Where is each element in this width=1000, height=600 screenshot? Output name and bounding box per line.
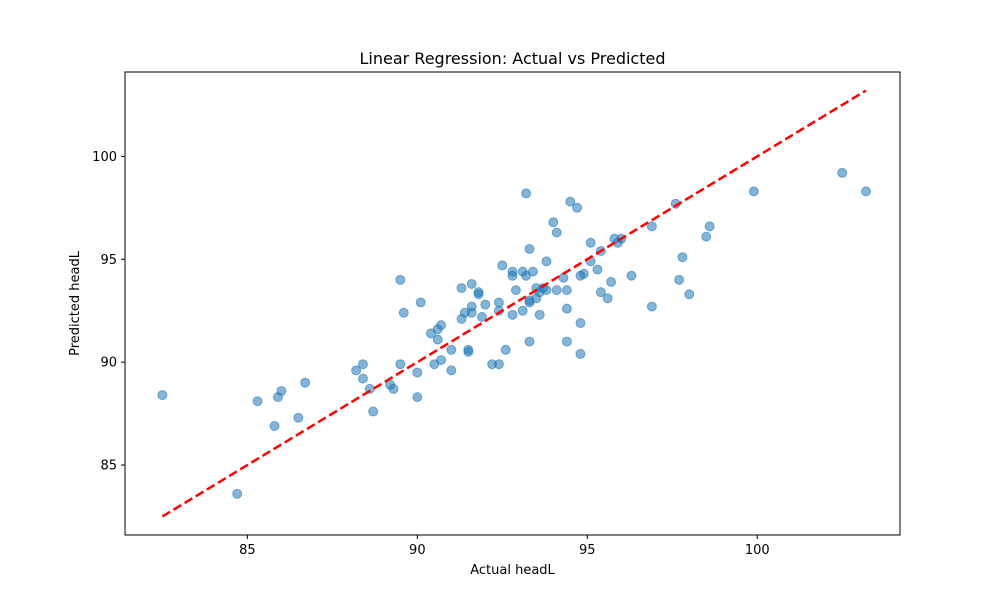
- data-point: [395, 274, 406, 285]
- data-point: [534, 309, 545, 320]
- data-point: [446, 344, 457, 355]
- plot-area: [157, 89, 872, 518]
- x-axis-label: Actual headL: [470, 563, 555, 578]
- data-point: [252, 396, 263, 407]
- data-point: [473, 287, 484, 298]
- data-point: [432, 334, 443, 345]
- data-point: [466, 301, 477, 312]
- data-point: [606, 276, 617, 287]
- data-point: [561, 303, 572, 314]
- data-point: [436, 355, 447, 366]
- data-point: [561, 285, 572, 296]
- data-point: [748, 186, 759, 197]
- x-tick-label: 90: [409, 543, 426, 558]
- x-tick-label: 85: [239, 543, 256, 558]
- data-point: [646, 221, 657, 232]
- data-point: [510, 285, 521, 296]
- data-point: [585, 237, 596, 248]
- data-point: [684, 289, 695, 300]
- data-point: [500, 344, 511, 355]
- chart-title: Linear Regression: Actual vs Predicted: [359, 49, 665, 68]
- data-point: [517, 305, 528, 316]
- data-point: [232, 488, 243, 499]
- data-point: [575, 348, 586, 359]
- data-point: [351, 365, 362, 376]
- data-point: [541, 256, 552, 267]
- y-axis-label: Predicted headL: [68, 250, 83, 356]
- x-axis: 85 90 95 100: [239, 535, 770, 558]
- data-point: [565, 196, 576, 207]
- data-point: [595, 287, 606, 298]
- x-tick-label: 100: [745, 543, 770, 558]
- data-point: [456, 283, 467, 294]
- data-point: [861, 186, 872, 197]
- data-point: [357, 359, 368, 370]
- data-point: [541, 285, 552, 296]
- data-point: [704, 221, 715, 232]
- data-point: [602, 293, 613, 304]
- data-point: [476, 311, 487, 322]
- data-point: [521, 188, 532, 199]
- data-point: [626, 270, 637, 281]
- data-point: [357, 373, 368, 384]
- y-axis: 85 90 95 100: [92, 150, 125, 474]
- data-point: [446, 365, 457, 376]
- data-point: [412, 392, 423, 403]
- data-point: [300, 377, 311, 388]
- regression-line: [161, 89, 867, 518]
- data-point: [269, 420, 280, 431]
- data-point: [507, 309, 518, 320]
- data-point: [592, 264, 603, 275]
- data-point: [412, 367, 423, 378]
- data-point: [368, 406, 379, 417]
- data-point: [646, 301, 657, 312]
- y-tick-label: 100: [92, 150, 117, 165]
- data-point: [837, 167, 848, 178]
- data-point: [480, 299, 491, 310]
- data-point: [157, 390, 168, 401]
- data-point: [466, 278, 477, 289]
- y-tick-label: 95: [100, 253, 117, 268]
- data-point: [276, 385, 287, 396]
- data-point: [575, 318, 586, 329]
- data-point: [578, 268, 589, 279]
- data-point: [497, 260, 508, 271]
- data-point: [674, 274, 685, 285]
- data-point: [493, 359, 504, 370]
- data-point: [493, 297, 504, 308]
- data-point: [572, 202, 583, 213]
- y-tick-label: 90: [100, 356, 117, 371]
- data-point: [388, 383, 399, 394]
- y-tick-label: 85: [100, 459, 117, 474]
- data-point: [293, 412, 304, 423]
- data-point: [677, 252, 688, 263]
- data-point: [527, 266, 538, 277]
- data-point: [398, 307, 409, 318]
- data-point: [524, 336, 535, 347]
- data-point: [507, 266, 518, 277]
- plot-frame: [124, 71, 901, 536]
- data-point: [463, 344, 474, 355]
- data-point: [548, 217, 559, 228]
- data-point: [415, 297, 426, 308]
- data-point: [436, 320, 447, 331]
- data-point: [701, 231, 712, 242]
- data-point: [551, 285, 562, 296]
- data-point: [524, 243, 535, 254]
- data-point: [395, 359, 406, 370]
- data-point: [561, 336, 572, 347]
- data-point: [551, 227, 562, 238]
- x-tick-label: 95: [579, 543, 596, 558]
